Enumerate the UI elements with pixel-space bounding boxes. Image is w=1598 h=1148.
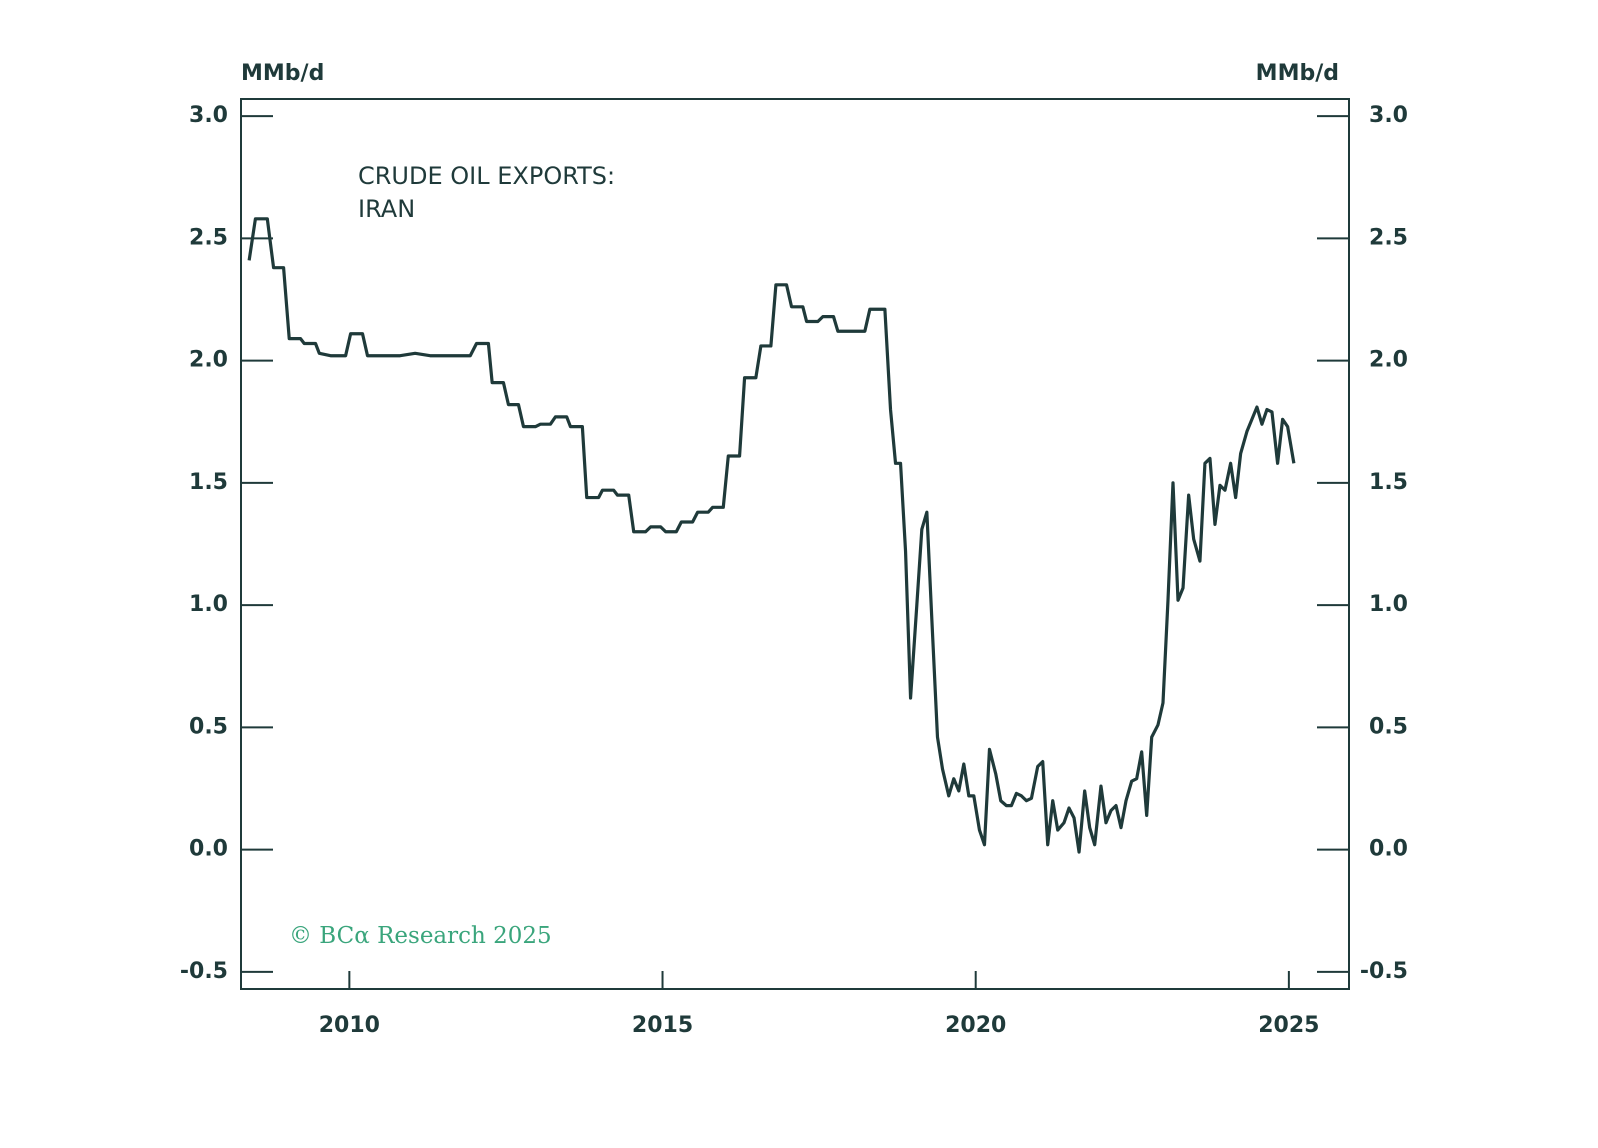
x-tick-label: 2015 (632, 1013, 693, 1038)
plot-frame (240, 98, 1350, 990)
y-tick-label: 2.5 (189, 225, 228, 250)
y2-tick-label: 2.5 (1369, 225, 1408, 250)
y-axis-label: MMb/d (241, 61, 324, 86)
y-tick-label: 1.5 (189, 470, 228, 495)
y2-tick-label: 1.5 (1369, 470, 1408, 495)
y2-tick-label: 1.0 (1369, 592, 1408, 617)
y-tick-label: 3.0 (189, 103, 228, 128)
y2-tick-label: 0.0 (1369, 837, 1408, 862)
credit: © BCα Research 2025 (289, 923, 552, 949)
x-tick-label: 2010 (319, 1013, 380, 1038)
y2-axis-label: MMb/d (1256, 61, 1339, 86)
x-tick-label: 2025 (1258, 1013, 1319, 1038)
y2-tick-label: 2.0 (1369, 348, 1408, 373)
y2-tick-label: 0.5 (1369, 714, 1408, 739)
y-tick-label: 1.0 (189, 592, 228, 617)
y2-tick-label: -0.5 (1360, 959, 1408, 984)
y-tick-label: 0.5 (189, 714, 228, 739)
chart-title: IRAN (358, 195, 415, 223)
y-tick-label: 2.0 (189, 348, 228, 373)
x-tick-label: 2020 (945, 1013, 1006, 1038)
chart-title: CRUDE OIL EXPORTS: (358, 162, 615, 190)
y-tick-label: 0.0 (189, 837, 228, 862)
y-tick-label: -0.5 (180, 959, 228, 984)
line-series (247, 217, 1296, 854)
y2-tick-label: 3.0 (1369, 103, 1408, 128)
